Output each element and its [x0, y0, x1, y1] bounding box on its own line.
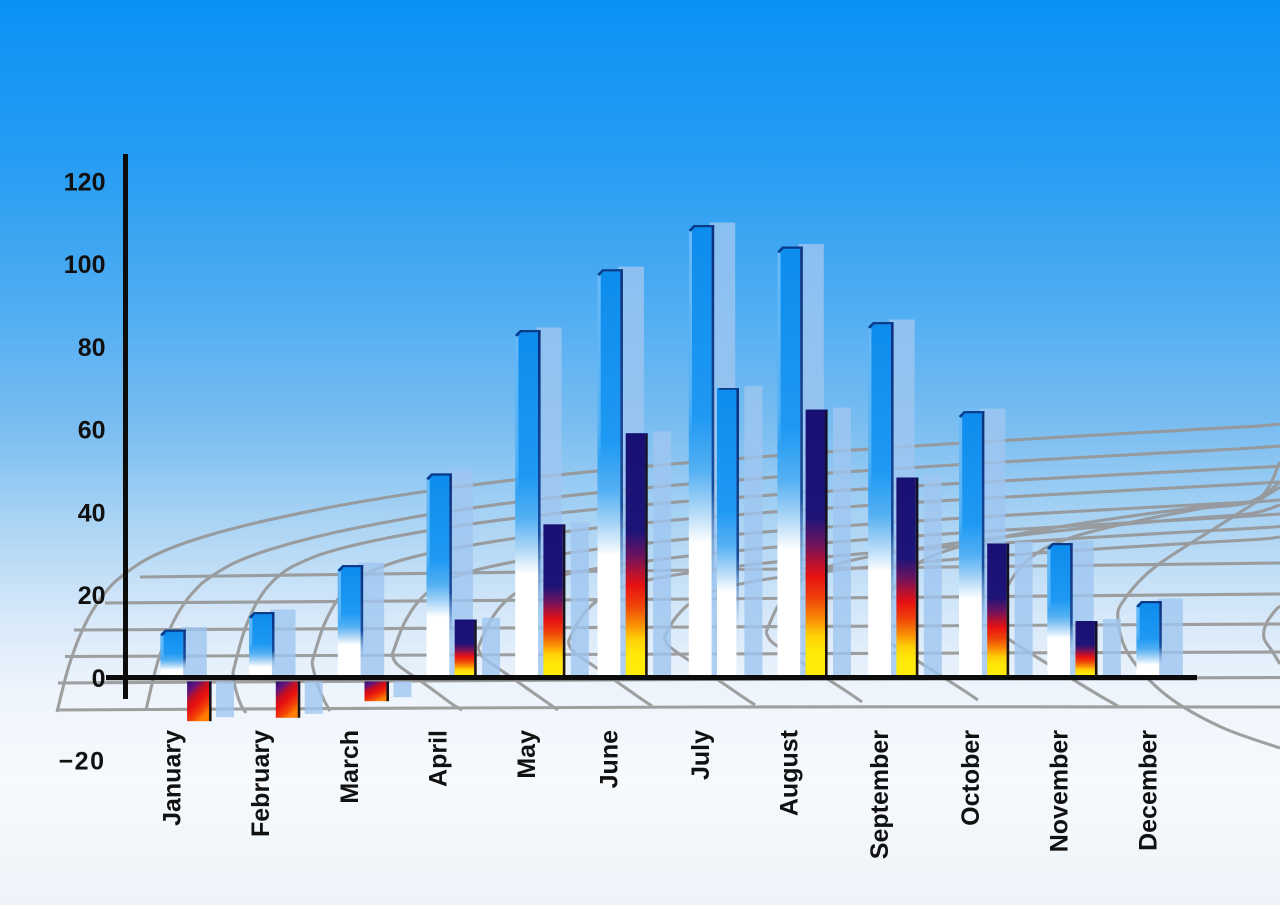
- svg-text:May: May: [513, 730, 541, 779]
- svg-text:April: April: [425, 730, 453, 787]
- svg-text:October: October: [957, 730, 985, 826]
- svg-text:20: 20: [78, 582, 106, 610]
- svg-text:−20: −20: [59, 748, 106, 776]
- svg-text:August: August: [775, 729, 803, 816]
- svg-text:60: 60: [78, 417, 106, 445]
- svg-text:100: 100: [64, 251, 106, 279]
- svg-text:November: November: [1045, 730, 1073, 853]
- svg-text:June: June: [596, 730, 624, 788]
- svg-text:80: 80: [78, 334, 106, 362]
- svg-text:July: July: [687, 730, 715, 780]
- svg-text:0: 0: [92, 665, 106, 693]
- svg-text:December: December: [1134, 730, 1162, 851]
- svg-text:September: September: [866, 730, 894, 859]
- svg-text:February: February: [247, 730, 275, 837]
- svg-text:40: 40: [78, 499, 106, 527]
- svg-text:January: January: [158, 730, 186, 826]
- svg-text:120: 120: [64, 168, 106, 196]
- svg-text:March: March: [336, 730, 364, 804]
